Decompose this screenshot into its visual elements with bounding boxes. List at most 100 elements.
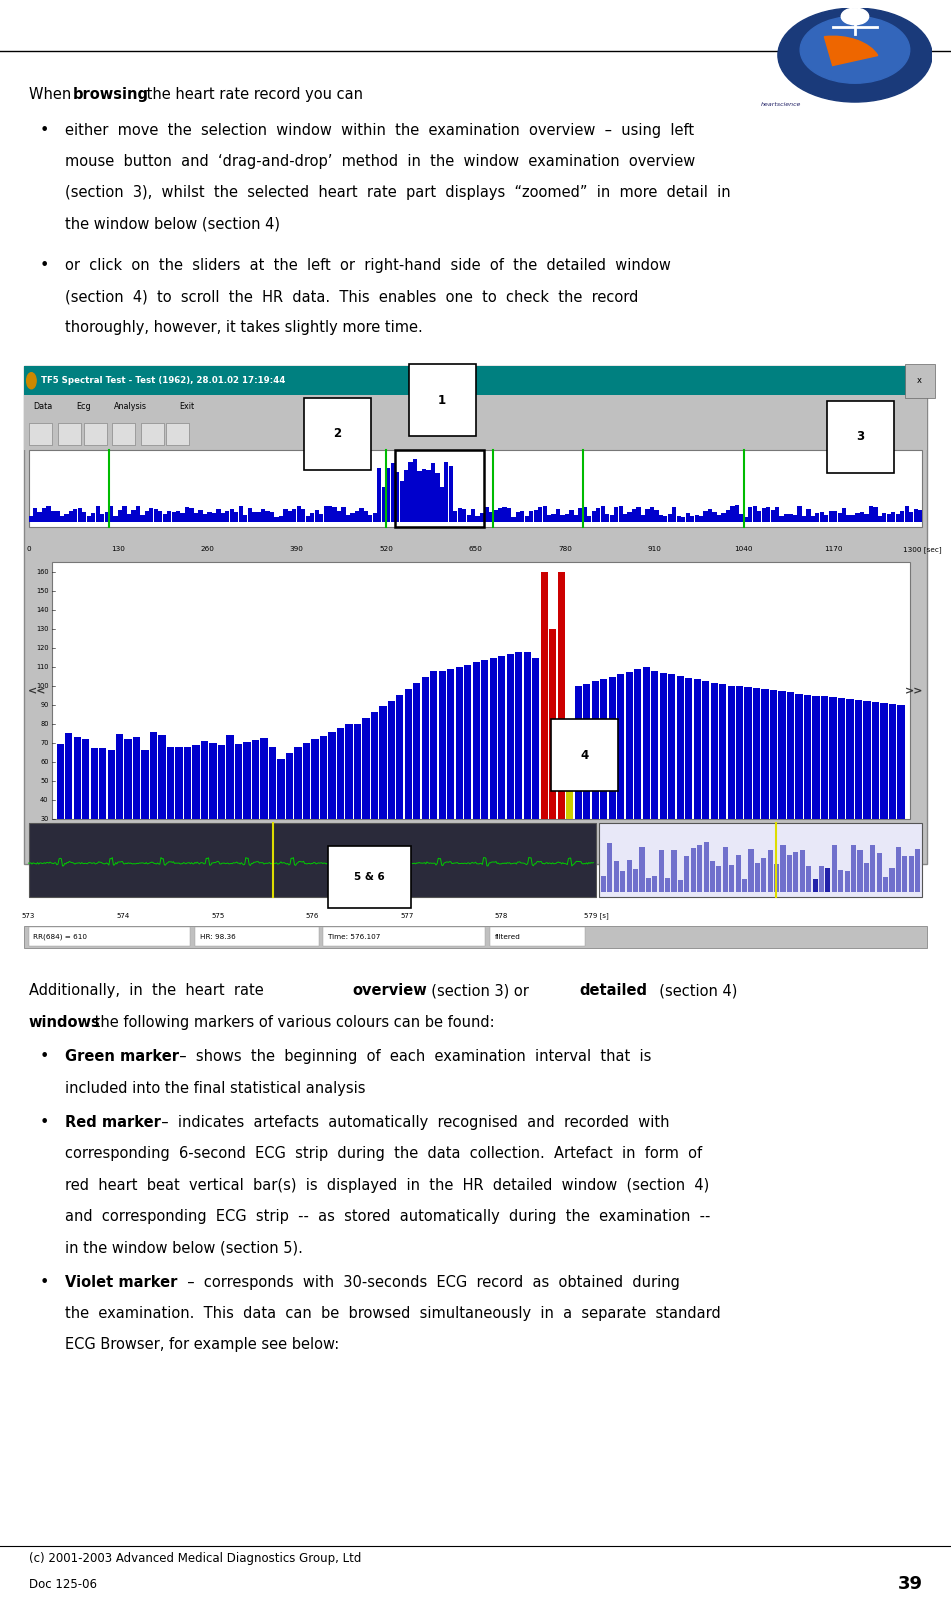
Bar	[736, 686, 744, 820]
Text: 160: 160	[36, 569, 49, 575]
Bar	[192, 746, 200, 820]
Bar	[82, 513, 87, 522]
Bar	[902, 855, 907, 892]
Bar	[878, 516, 882, 522]
Bar	[728, 686, 735, 820]
Bar	[784, 514, 788, 522]
Bar	[278, 759, 284, 820]
Bar	[50, 511, 55, 522]
Bar	[654, 511, 658, 522]
Bar	[855, 513, 860, 522]
Bar	[549, 628, 556, 820]
Text: 577: 577	[400, 913, 414, 919]
Text: Red marker: Red marker	[65, 1115, 161, 1130]
Bar	[368, 516, 373, 522]
Bar	[881, 702, 887, 820]
Bar	[386, 468, 390, 522]
Bar	[381, 487, 386, 522]
Bar	[904, 506, 909, 522]
Bar	[373, 513, 377, 522]
Bar	[552, 514, 555, 522]
Bar	[341, 508, 345, 522]
Bar	[288, 511, 292, 522]
Bar	[877, 853, 882, 892]
Bar	[873, 508, 878, 522]
Bar	[226, 736, 234, 820]
Bar	[833, 511, 837, 522]
Bar	[150, 733, 157, 820]
Text: the  examination.  This  data  can  be  browsed  simultaneously  in  a  separate: the examination. This data can be browse…	[65, 1306, 721, 1321]
Text: and  corresponding  ECG  strip  --  as  stored  automatically  during  the  exam: and corresponding ECG strip -- as stored…	[65, 1208, 710, 1225]
Bar	[721, 513, 726, 522]
Bar	[391, 463, 395, 522]
Bar	[447, 669, 455, 820]
Bar	[515, 652, 522, 820]
Bar	[163, 514, 166, 522]
Bar	[631, 508, 636, 522]
Bar	[453, 511, 457, 522]
Bar	[229, 508, 234, 522]
Text: 0: 0	[27, 546, 30, 553]
Bar	[279, 516, 283, 522]
Bar	[770, 509, 775, 522]
Text: the heart rate record you can: the heart rate record you can	[143, 87, 363, 101]
Text: HR: 98.36: HR: 98.36	[200, 934, 236, 940]
Bar	[676, 516, 681, 522]
Text: 2: 2	[334, 427, 341, 440]
Bar	[189, 508, 194, 522]
Text: red  heart  beat  vertical  bar(s)  is  displayed  in  the  HR  detailed  window: red heart beat vertical bar(s) is displa…	[65, 1178, 708, 1192]
Bar	[915, 848, 921, 892]
Bar	[534, 509, 538, 522]
Text: 573: 573	[22, 913, 35, 919]
Bar	[414, 683, 420, 820]
Bar	[678, 879, 683, 892]
Bar	[825, 514, 828, 522]
Bar	[24, 418, 927, 450]
Bar	[761, 858, 767, 892]
Bar	[660, 673, 667, 820]
Bar	[858, 850, 863, 892]
Bar	[541, 572, 548, 820]
Text: 50: 50	[40, 778, 49, 784]
Bar	[766, 506, 770, 522]
Bar	[47, 506, 50, 522]
Bar	[578, 508, 583, 522]
Bar	[795, 694, 803, 820]
Bar	[355, 511, 359, 522]
Bar	[914, 509, 918, 522]
Bar	[735, 505, 739, 522]
Bar	[610, 514, 613, 522]
Bar	[431, 463, 435, 522]
Bar	[494, 509, 497, 522]
Bar	[112, 423, 135, 445]
Text: overview: overview	[352, 983, 427, 998]
Bar	[221, 513, 225, 522]
Bar	[797, 506, 802, 522]
Bar	[413, 460, 417, 522]
Text: (section  4)  to  scroll  the  HR  data.  This  enables  one  to  check  the  re: (section 4) to scroll the HR data. This …	[65, 289, 638, 304]
Bar	[78, 508, 82, 522]
Bar	[107, 750, 115, 820]
Bar	[787, 693, 794, 820]
Bar	[717, 516, 721, 522]
Bar	[507, 654, 514, 820]
Bar	[201, 741, 208, 820]
Bar	[354, 725, 361, 820]
Bar	[587, 516, 592, 522]
Bar	[184, 508, 189, 522]
Bar	[436, 472, 439, 522]
Bar	[29, 423, 52, 445]
Bar	[65, 514, 68, 522]
Bar	[515, 513, 520, 522]
Bar	[100, 514, 105, 522]
Bar	[573, 514, 578, 522]
Bar	[166, 423, 189, 445]
Bar	[608, 842, 612, 892]
Bar	[29, 450, 922, 527]
Text: •: •	[40, 1115, 49, 1130]
Bar	[247, 508, 252, 522]
Bar	[708, 509, 712, 522]
Bar	[542, 506, 547, 522]
Bar	[820, 513, 824, 522]
Bar	[583, 683, 591, 820]
